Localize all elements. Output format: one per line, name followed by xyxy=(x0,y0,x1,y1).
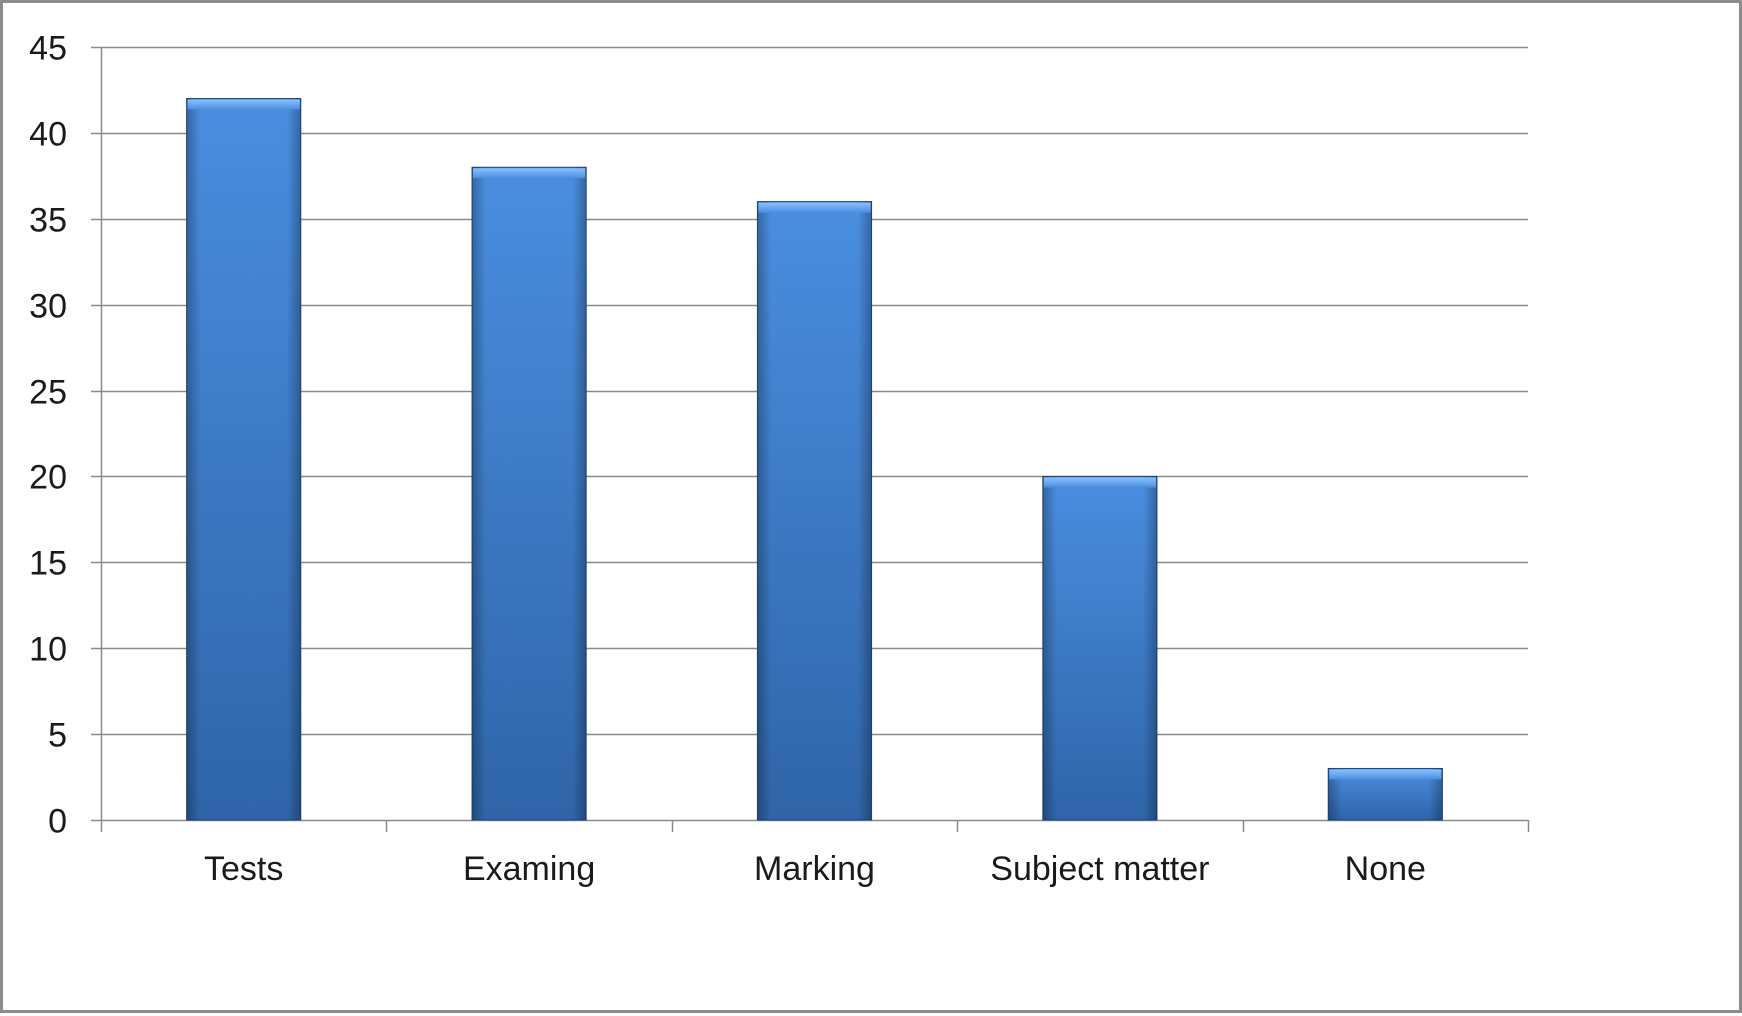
y-tick-label: 15 xyxy=(29,545,67,583)
bar-shade xyxy=(1042,476,1157,820)
bar-cap xyxy=(758,202,871,213)
x-tick-label: Marking xyxy=(754,850,875,888)
y-tick-label: 25 xyxy=(29,374,67,412)
bar-shade xyxy=(757,201,872,821)
bar xyxy=(186,98,302,821)
x-tick-label: Tests xyxy=(204,850,283,888)
bar-cap xyxy=(187,99,300,110)
bar-cap xyxy=(1043,477,1156,488)
y-tick-label: 35 xyxy=(29,202,67,240)
labels: 0 5 10 15 20 25 30 35 40 45 Tests Examing Marking Sub… xyxy=(29,30,1426,889)
y-tick-label: 45 xyxy=(29,30,67,68)
bar-shade xyxy=(186,98,301,821)
bar xyxy=(471,166,587,821)
y-tick-label: 5 xyxy=(48,717,67,755)
bar-cap xyxy=(1329,769,1442,780)
bars xyxy=(186,98,1443,821)
y-tick-label: 30 xyxy=(29,288,67,326)
bar-cap xyxy=(473,168,586,179)
y-tick-label: 40 xyxy=(29,116,67,154)
x-tick-label: Examing xyxy=(463,850,595,888)
x-tick-label: None xyxy=(1345,850,1426,888)
y-tick-label: 0 xyxy=(48,803,67,841)
bar-shade xyxy=(472,167,587,820)
bar xyxy=(756,201,873,821)
y-tick-label: 20 xyxy=(29,459,67,497)
bar xyxy=(1327,767,1443,821)
bar-chart: 0 5 10 15 20 25 30 35 40 45 Tests Examing Marking Sub… xyxy=(29,30,1530,889)
x-tick-label: Subject matter xyxy=(990,850,1209,888)
y-tick-label: 10 xyxy=(29,631,67,669)
bar xyxy=(1042,475,1158,821)
